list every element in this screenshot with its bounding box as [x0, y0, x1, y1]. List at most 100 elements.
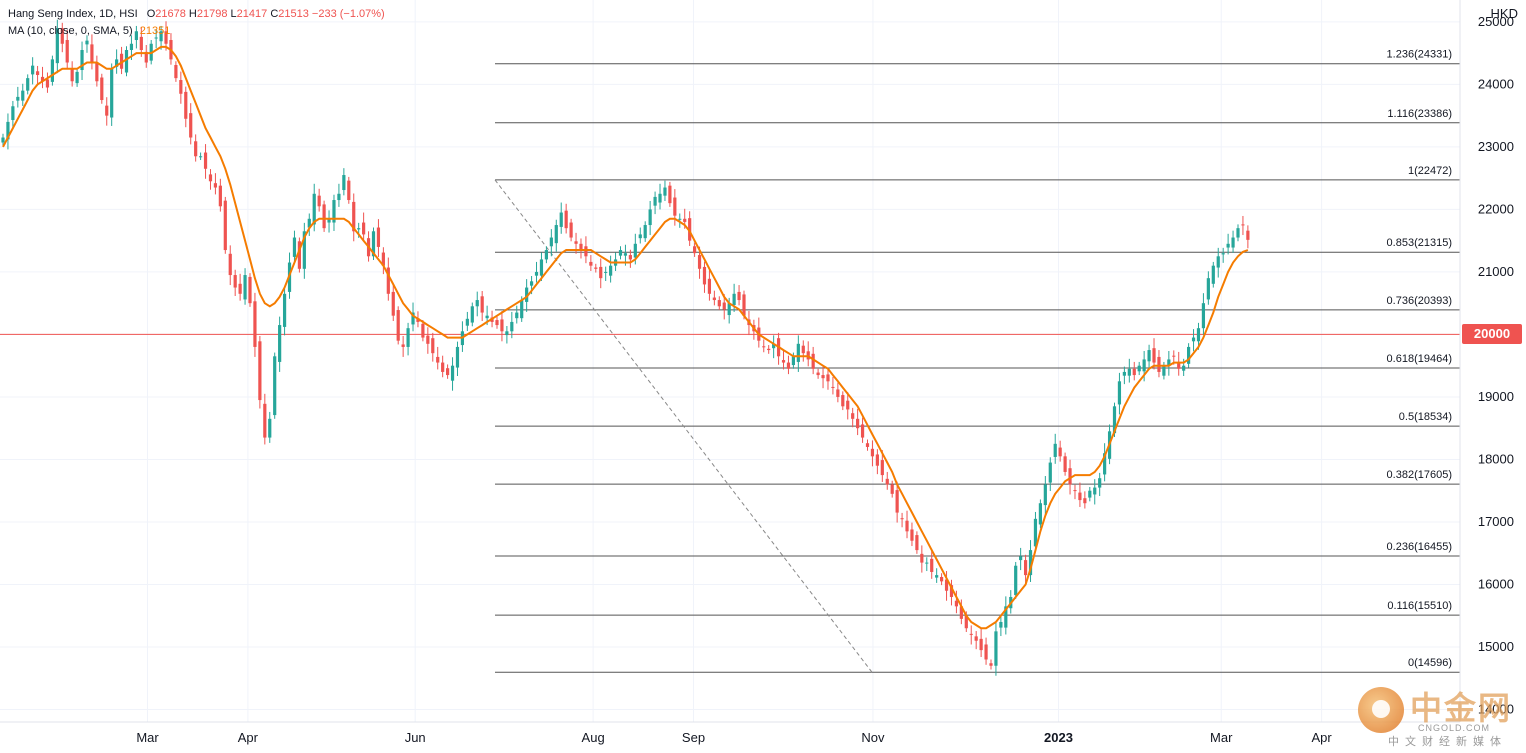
candle-body[interactable] [119, 53, 124, 69]
candle-body[interactable] [900, 518, 904, 520]
candle-body[interactable] [762, 346, 766, 348]
candle-body[interactable] [105, 105, 109, 116]
candle-body[interactable] [910, 529, 914, 541]
candle-body[interactable] [312, 193, 316, 225]
candle-body[interactable] [609, 265, 613, 276]
candle-body[interactable] [139, 36, 143, 51]
candle-body[interactable] [732, 293, 736, 306]
candle-body[interactable] [55, 28, 59, 64]
candle-body[interactable] [964, 615, 968, 629]
candle-body[interactable] [989, 663, 993, 666]
candle-body[interactable] [357, 228, 361, 230]
candle-body[interactable] [920, 553, 924, 563]
candle-body[interactable] [65, 40, 69, 63]
candle-body[interactable] [228, 253, 232, 276]
candle-body[interactable] [1246, 230, 1250, 240]
candle-body[interactable] [26, 78, 30, 91]
candle-body[interactable] [525, 287, 529, 302]
candle-body[interactable] [1078, 492, 1082, 501]
candle-body[interactable] [475, 300, 479, 307]
candle-body[interactable] [510, 321, 514, 332]
candle-body[interactable] [406, 328, 410, 347]
candle-body[interactable] [253, 301, 257, 347]
candle-body[interactable] [203, 152, 208, 169]
candle-body[interactable] [515, 312, 519, 319]
candle-body[interactable] [554, 225, 558, 244]
candle-body[interactable] [159, 31, 163, 42]
candle-body[interactable] [75, 71, 79, 84]
candle-body[interactable] [786, 362, 791, 369]
candle-body[interactable] [767, 348, 771, 351]
candle-body[interactable] [1098, 478, 1102, 488]
fibonacci-retracement[interactable]: 1.236(24331) 1.116(23386) 1(22472) 0.853(21… [494, 49, 1460, 673]
candle-body[interactable] [653, 196, 657, 206]
candle-body[interactable] [500, 319, 504, 332]
fib-trend-line[interactable] [494, 179, 873, 673]
candle-body[interactable] [129, 43, 134, 51]
candle-body[interactable] [727, 303, 731, 316]
candle-body[interactable] [184, 91, 188, 119]
candle-body[interactable] [470, 306, 474, 323]
candle-body[interactable] [999, 621, 1003, 628]
candle-body[interactable] [1226, 243, 1230, 248]
candle-body[interactable] [35, 71, 40, 76]
candle-body[interactable] [426, 335, 430, 344]
candle-body[interactable] [11, 106, 15, 121]
candle-body[interactable] [421, 323, 425, 338]
candle-body[interactable] [668, 185, 672, 204]
candle-body[interactable] [154, 37, 158, 39]
candle-body[interactable] [1028, 550, 1033, 576]
candle-body[interactable] [954, 600, 959, 607]
candle-body[interactable] [1033, 518, 1038, 547]
candle-body[interactable] [584, 246, 588, 257]
candle-body[interactable] [579, 243, 583, 251]
candle-body[interactable] [124, 50, 129, 73]
candle-body[interactable] [1063, 456, 1067, 472]
candle-body[interactable] [396, 310, 400, 341]
candle-body[interactable] [890, 484, 894, 494]
candle-body[interactable] [347, 180, 351, 201]
candle-body[interactable] [332, 200, 336, 223]
candle-body[interactable] [959, 606, 963, 619]
candle-body[interactable] [520, 300, 524, 319]
candle-body[interactable] [638, 234, 642, 239]
candle-body[interactable] [386, 267, 390, 294]
candle-body[interactable] [905, 520, 909, 532]
candle-body[interactable] [1231, 237, 1235, 248]
candle-body[interactable] [16, 96, 20, 101]
candle-body[interactable] [1004, 606, 1008, 628]
candle-body[interactable] [737, 291, 741, 301]
candle-body[interactable] [307, 218, 311, 228]
candle-body[interactable] [712, 297, 716, 301]
candle-body[interactable] [416, 318, 420, 322]
candle-body[interactable] [658, 193, 662, 203]
candle-body[interactable] [248, 276, 252, 304]
candle-body[interactable] [648, 209, 652, 226]
candle-body[interactable] [860, 424, 865, 438]
candles[interactable] [1, 19, 1250, 676]
candle-body[interactable] [875, 454, 879, 466]
candle-body[interactable] [935, 575, 939, 578]
candle-body[interactable] [1053, 443, 1057, 457]
candle-body[interactable] [273, 356, 277, 416]
candle-body[interactable] [1177, 361, 1181, 369]
candle-body[interactable] [1142, 359, 1146, 372]
candle-body[interactable] [1117, 381, 1122, 405]
candle-body[interactable] [1221, 253, 1225, 255]
candle-body[interactable] [1058, 447, 1062, 457]
candle-body[interactable] [618, 250, 623, 256]
candle-body[interactable] [1162, 365, 1166, 376]
candle-body[interactable] [1216, 256, 1220, 268]
candle-body[interactable] [1241, 224, 1245, 226]
candle-body[interactable] [994, 631, 998, 666]
candle-body[interactable] [1132, 368, 1136, 376]
candle-body[interactable] [1014, 565, 1018, 596]
candle-body[interactable] [895, 490, 899, 513]
candle-body[interactable] [376, 227, 381, 247]
candle-body[interactable] [223, 200, 227, 251]
candle-body[interactable] [1068, 468, 1072, 485]
candle-body[interactable] [564, 210, 568, 229]
candle-body[interactable] [292, 237, 297, 257]
candle-body[interactable] [174, 65, 178, 79]
candle-body[interactable] [673, 197, 677, 216]
